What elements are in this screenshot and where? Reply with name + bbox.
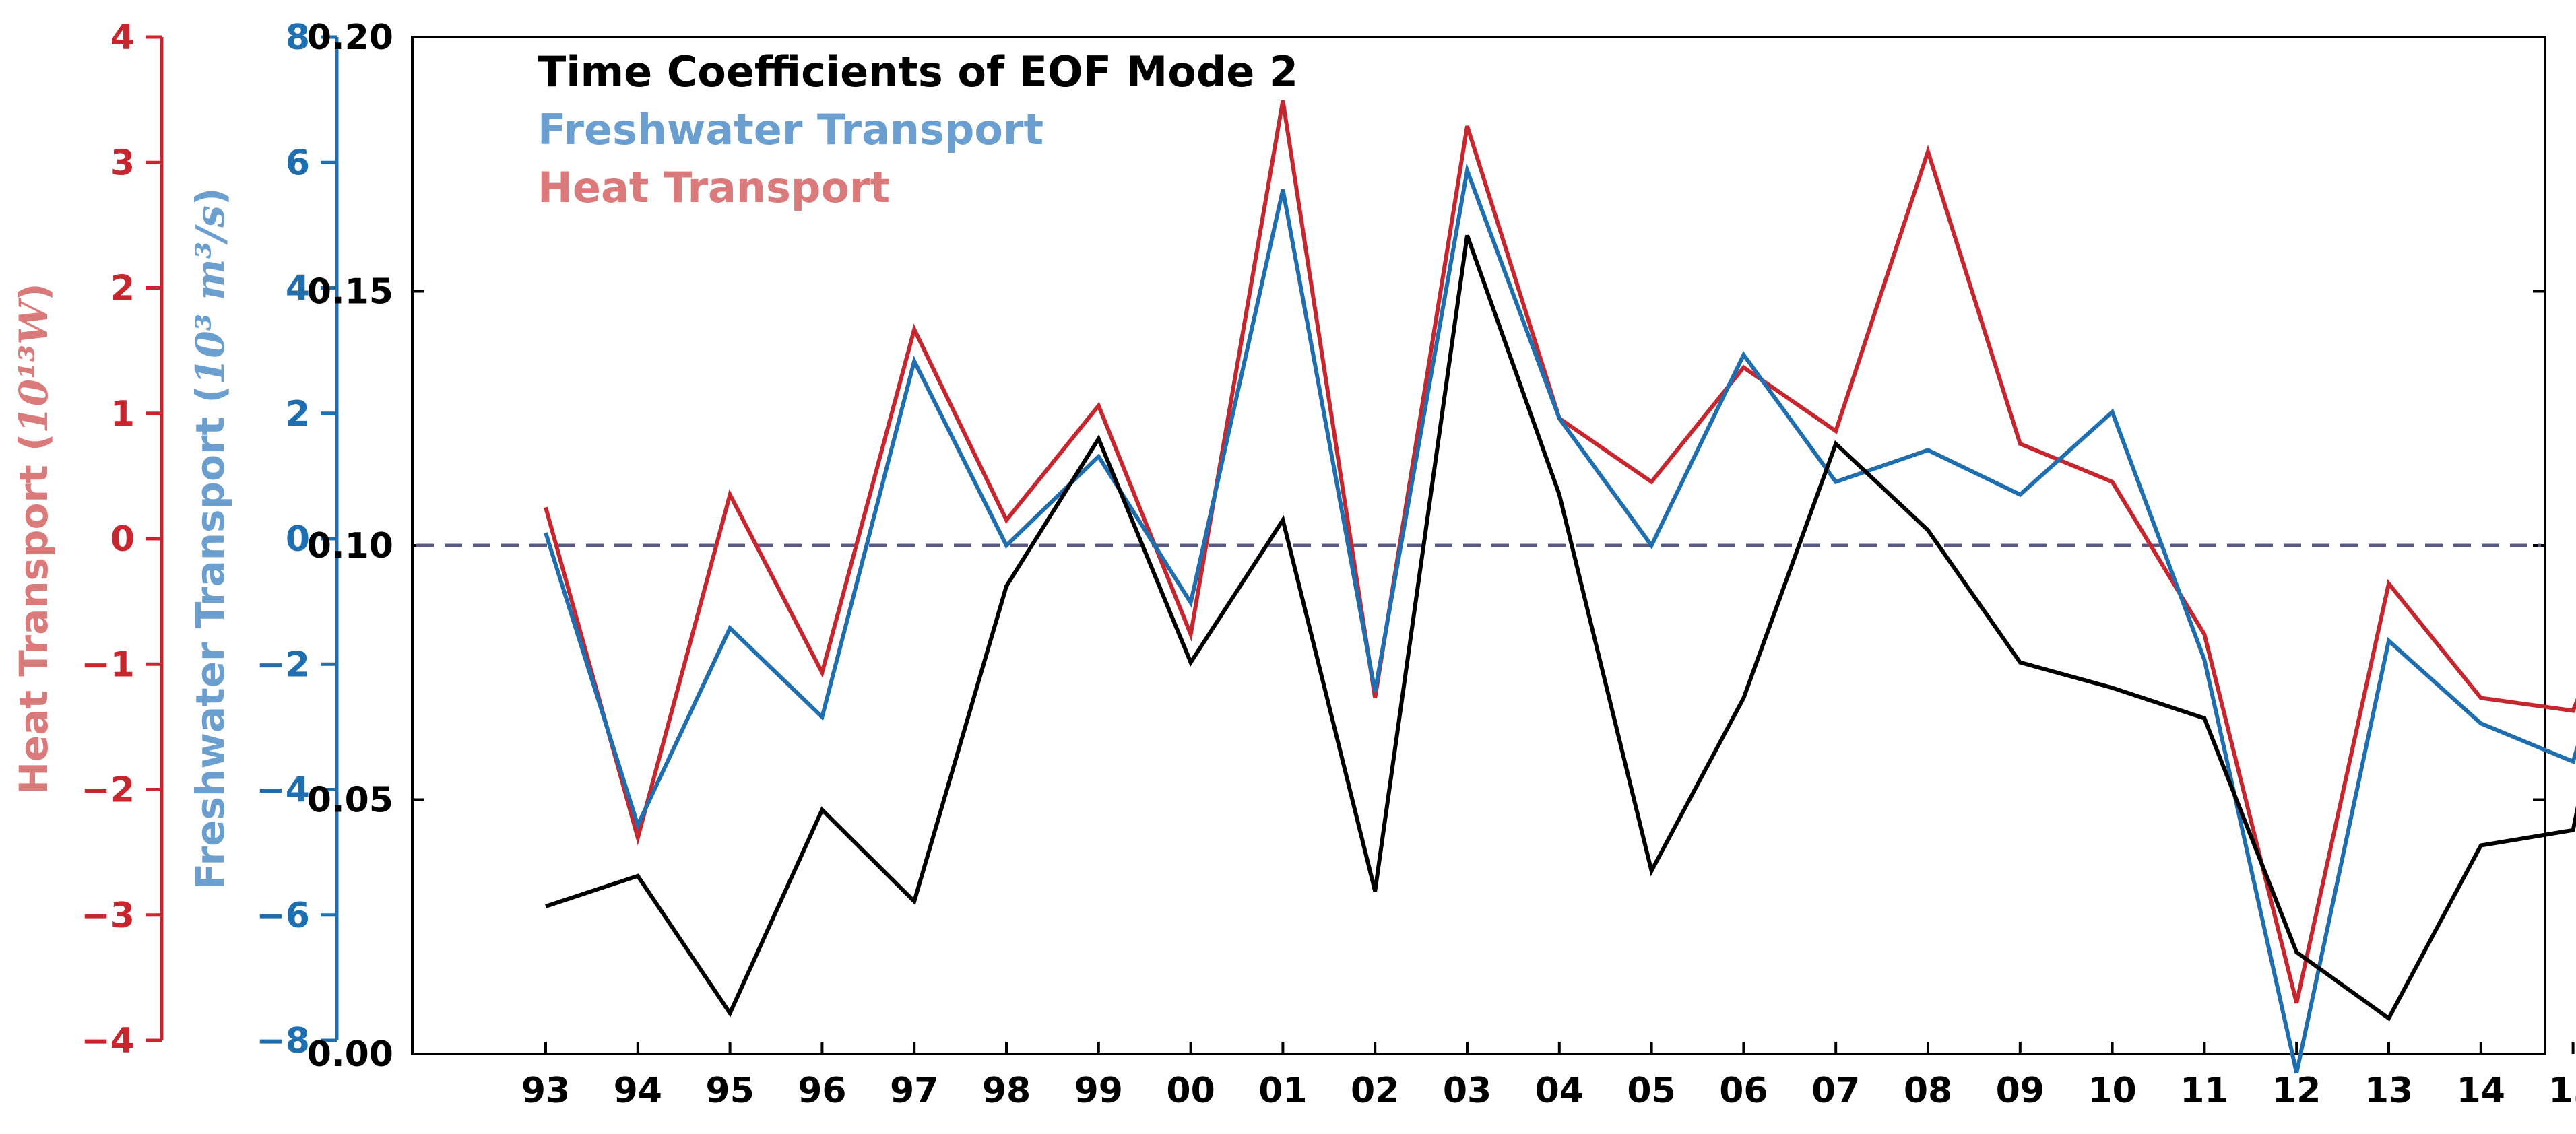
legend-entry: Time Coefficients of EOF Mode 2 [538, 47, 1298, 96]
freshwater-axis-label-end: ) [187, 188, 233, 206]
x-tick-label: 04 [1535, 1071, 1584, 1111]
legend: Time Coefficients of EOF Mode 2 Freshwate… [538, 47, 1298, 212]
freshwater-axis-label: Freshwater Transport (10³ m³/s) [187, 188, 233, 890]
x-tick-label: 97 [890, 1071, 938, 1111]
heat-axis-label-end: ) [11, 283, 57, 301]
x-tick-label: 10 [2088, 1071, 2136, 1111]
freshwater-axis-unit: 10³ m³/s [187, 205, 233, 385]
heat-tick-label: −2 [81, 770, 135, 811]
x-tick-label: 08 [1904, 1071, 1952, 1111]
y-tick-label: 0.00 [307, 1034, 393, 1075]
x-tick-label: 99 [1074, 1071, 1123, 1111]
heat-tick-label: 4 [110, 18, 135, 58]
freshwater-tick-label: −4 [256, 770, 310, 811]
heat-axis-label-text: Heat Transport ( [11, 434, 57, 795]
x-tick-label: 96 [798, 1071, 846, 1111]
freshwater-tick-label: 8 [286, 18, 310, 58]
x-tick-label: 93 [521, 1071, 570, 1111]
x-tick-label: 95 [705, 1071, 754, 1111]
eof-mode2-series-line [545, 234, 2576, 1022]
x-tick-label: 98 [982, 1071, 1031, 1111]
x-tick-label: 00 [1166, 1071, 1215, 1111]
y-tick-label: 0.20 [307, 18, 393, 58]
y-tick-label: 0.15 [307, 272, 393, 312]
freshwater-transport-series-line [544, 162, 2576, 1073]
freshwater-tick-label: −8 [256, 1021, 310, 1061]
freshwater-tick-label: 0 [286, 519, 310, 560]
x-tick-label: 06 [1719, 1071, 1768, 1111]
heat-tick-label: 2 [110, 269, 135, 309]
heat-axis-label: Heat Transport (10¹³W) [11, 283, 57, 794]
x-tick-label: 03 [1443, 1071, 1491, 1111]
legend-entry: Heat Transport [538, 163, 890, 212]
heat-tick-label: 1 [110, 394, 135, 434]
heat-axis-unit: 10¹³W [11, 298, 57, 434]
heat-tick-label: −4 [81, 1021, 135, 1061]
x-tick-label: 02 [1351, 1071, 1399, 1111]
heat-tick-label: −3 [81, 896, 135, 936]
y-tick-label: 0.10 [307, 526, 393, 566]
y-tick-label: 0.05 [307, 780, 393, 821]
x-tick-label: 15 [2548, 1071, 2576, 1111]
freshwater-axis-label-text: Freshwater Transport ( [187, 385, 233, 890]
heat-tick-label: 0 [110, 519, 135, 560]
x-tick-label: 09 [1996, 1071, 2044, 1111]
x-tick-label: 13 [2364, 1071, 2413, 1111]
main-axis: 0.00 0.05 0.10 0.15 0.20 93 94 95 96 97 98 99 00 01 02… [307, 18, 2576, 1111]
freshwater-tick-label: −2 [256, 644, 310, 685]
freshwater-tick-label: 4 [286, 269, 310, 309]
plot-lines [416, 100, 2576, 1073]
freshwater-tick-label: 6 [286, 143, 310, 183]
heat-tick-label: −1 [81, 644, 135, 685]
heat-axis: −4 −3 −2 −1 0 1 2 3 4 Heat Transport (10¹³W) [11, 18, 164, 1061]
x-tick-label: 94 [614, 1071, 662, 1111]
x-tick-label: 01 [1258, 1071, 1307, 1111]
legend-entry: Freshwater Transport [538, 105, 1043, 154]
freshwater-axis: −8 −6 −4 −2 0 2 4 6 8 Freshwater Transport (10³ m… [187, 18, 339, 1061]
heat-transport-series-line [544, 100, 2576, 1004]
x-tick-label: 05 [1627, 1071, 1675, 1111]
x-tick-label: 11 [2180, 1071, 2228, 1111]
x-tick-label: 07 [1811, 1071, 1860, 1111]
freshwater-tick-label: 2 [286, 394, 310, 434]
freshwater-tick-label: −6 [256, 896, 310, 936]
x-tick-label: 14 [2457, 1071, 2505, 1111]
heat-tick-label: 3 [110, 143, 135, 183]
x-tick-label: 12 [2272, 1071, 2321, 1111]
